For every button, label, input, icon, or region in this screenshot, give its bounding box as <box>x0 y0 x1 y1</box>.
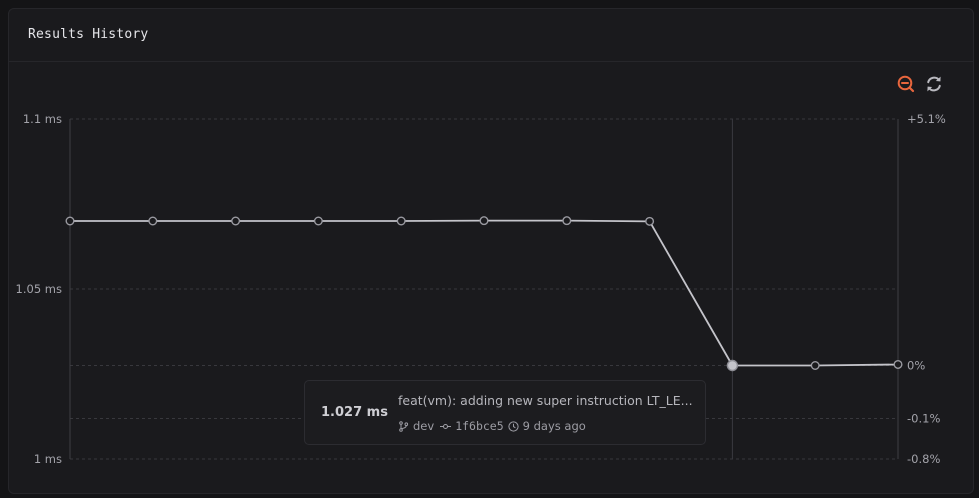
data-point <box>148 216 158 226</box>
tooltip-meta: dev 1f6bce5 9 days ago <box>398 419 586 433</box>
clock-icon <box>508 420 519 432</box>
y-axis-tick-label: 1.1 ms <box>23 112 62 126</box>
data-point <box>562 216 572 226</box>
panel-title: Results History <box>28 27 149 42</box>
data-point <box>396 216 406 226</box>
y2-axis-tick-label: +5.1% <box>907 112 946 126</box>
tooltip-commit-message: feat(vm): adding new super instruction L… <box>398 393 693 408</box>
tooltip-time: 9 days ago <box>522 419 586 433</box>
data-point <box>65 216 75 226</box>
data-point <box>645 216 655 226</box>
y-axis-tick-label: 1.05 ms <box>16 282 62 296</box>
data-point <box>231 216 241 226</box>
data-point <box>810 361 820 371</box>
commit-icon <box>440 421 452 432</box>
selected-data-point <box>726 359 739 372</box>
y2-axis-tick-label: 0% <box>907 359 925 373</box>
y2-axis-tick-label: -0.1% <box>907 412 940 426</box>
tooltip-branch: dev <box>413 419 435 433</box>
refresh-icon[interactable] <box>924 74 944 94</box>
data-point-tooltip: 1.027 ms feat(vm): adding new super inst… <box>304 380 706 445</box>
branch-icon <box>398 420 409 432</box>
data-point <box>893 359 903 369</box>
data-point <box>313 216 323 226</box>
y-axis-tick-label: 1 ms <box>34 452 62 466</box>
panel-header: Results History <box>9 9 973 62</box>
data-point <box>479 216 489 226</box>
tooltip-value: 1.027 ms <box>321 405 388 420</box>
zoom-out-icon[interactable] <box>896 74 916 94</box>
y2-axis-tick-label: -0.8% <box>907 452 940 466</box>
series-line <box>70 219 899 367</box>
tooltip-commit-hash: 1f6bce5 <box>455 419 504 433</box>
